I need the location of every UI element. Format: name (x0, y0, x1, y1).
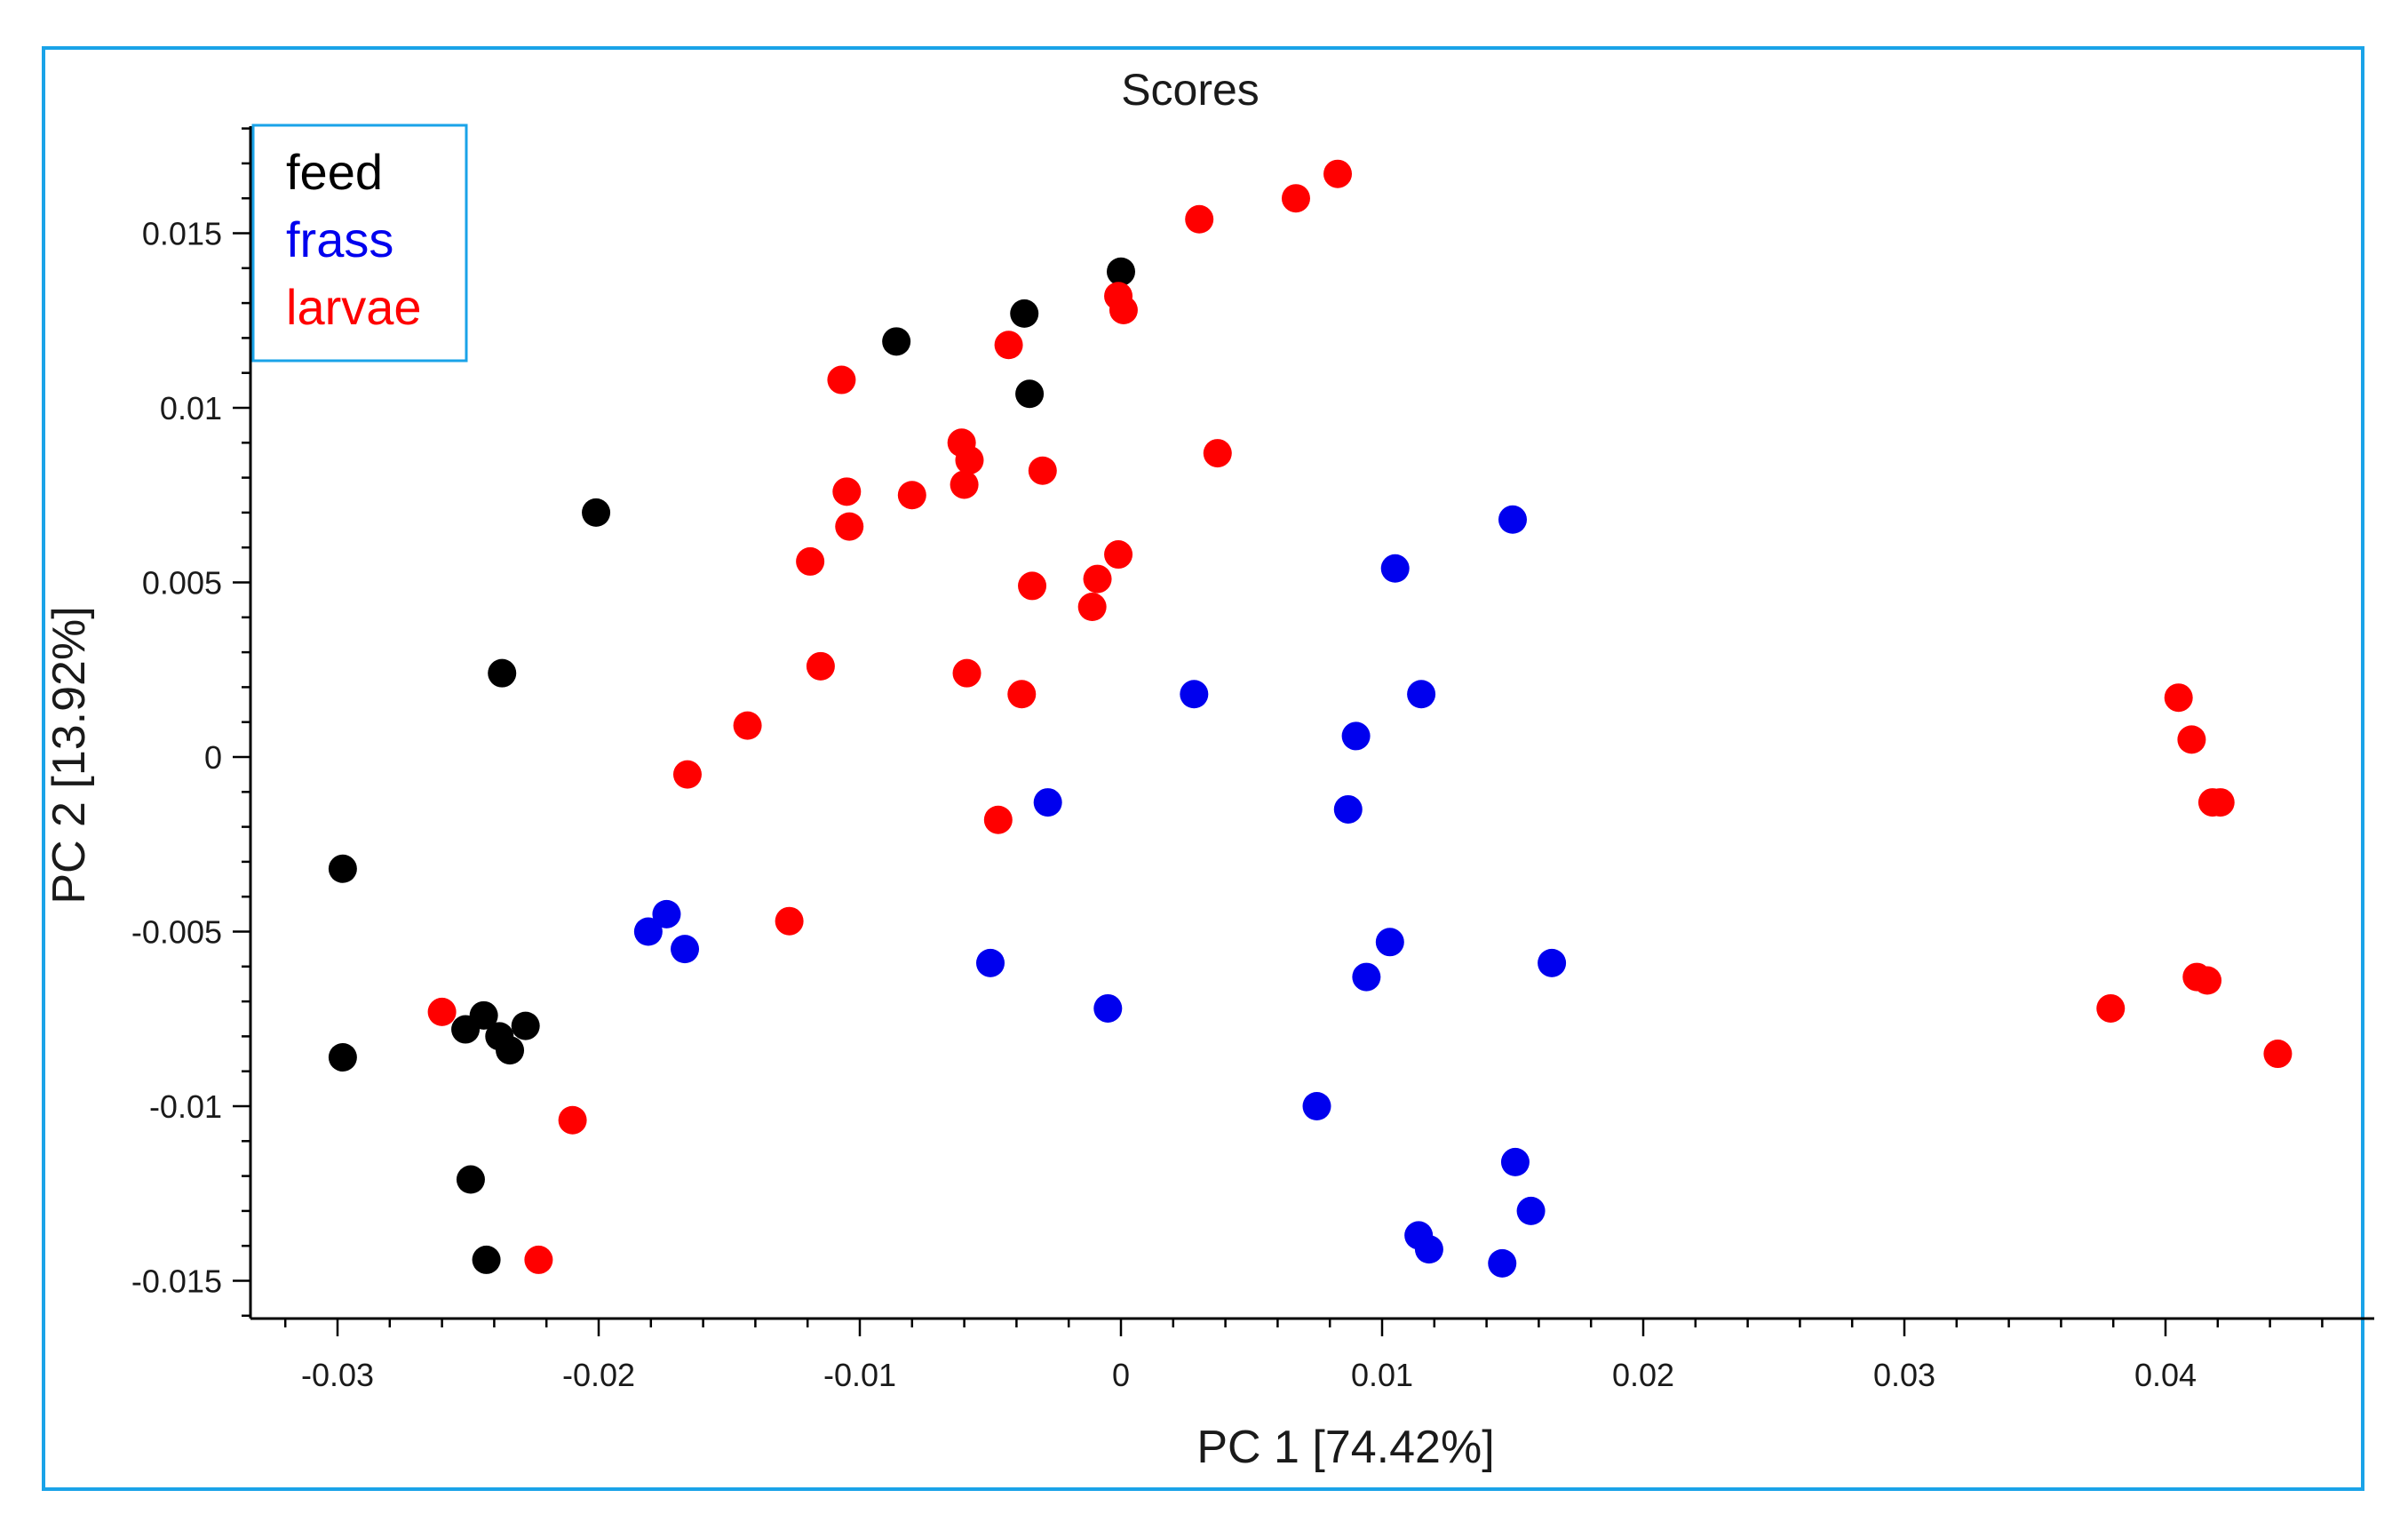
series-larvae (427, 159, 2293, 1274)
point-larvae (796, 546, 825, 576)
point-larvae (832, 477, 862, 506)
point-frass (652, 899, 681, 928)
point-feed (328, 1042, 357, 1072)
point-larvae (2193, 966, 2222, 995)
y-tick-label: -0.01 (149, 1088, 222, 1125)
y-tick-label: -0.005 (131, 914, 222, 951)
point-frass (1341, 721, 1371, 751)
point-larvae (2205, 788, 2235, 817)
x-tick-label: 0.01 (1351, 1357, 1413, 1393)
legend-entry-frass: frass (286, 211, 393, 267)
chart-title: Scores (1121, 65, 1260, 115)
point-frass (1302, 1092, 1331, 1120)
y-tick-label: 0.015 (142, 216, 222, 252)
point-frass (1180, 680, 1209, 709)
point-larvae (1185, 204, 1214, 234)
point-feed (469, 1000, 498, 1030)
point-frass (1516, 1196, 1546, 1225)
point-feed (488, 658, 517, 688)
point-frass (1352, 962, 1381, 992)
point-frass (1538, 948, 1567, 977)
point-feed (472, 1245, 501, 1274)
point-larvae (994, 331, 1023, 360)
point-frass (1380, 554, 1410, 583)
point-frass (633, 917, 663, 946)
point-feed (511, 1011, 540, 1040)
data-points (328, 159, 2293, 1278)
point-larvae (1109, 295, 1138, 324)
point-frass (1333, 794, 1363, 824)
point-larvae (427, 997, 457, 1026)
point-frass (1375, 928, 1404, 957)
point-feed (1107, 257, 1135, 286)
point-larvae (558, 1105, 587, 1135)
series-feed (328, 257, 1135, 1274)
point-larvae (897, 481, 926, 510)
point-larvae (1007, 680, 1037, 709)
point-frass (976, 948, 1005, 977)
point-feed (1010, 299, 1039, 328)
x-tick-label: 0.04 (2134, 1357, 2197, 1393)
x-tick-label: 0.03 (1873, 1357, 1935, 1393)
point-larvae (2096, 993, 2126, 1023)
point-frass (1033, 788, 1062, 817)
point-larvae (952, 658, 981, 688)
y-tick-label: 0.005 (142, 565, 222, 602)
legend-box (251, 124, 468, 363)
point-feed (456, 1165, 485, 1194)
point-feed (328, 854, 357, 883)
x-tick-label: 0.02 (1612, 1357, 1674, 1393)
point-larvae (1323, 159, 1353, 188)
point-frass (1093, 993, 1123, 1023)
point-larvae (1028, 456, 1057, 485)
point-larvae (2164, 683, 2193, 713)
point-larvae (2263, 1040, 2293, 1069)
point-feed (882, 327, 911, 356)
point-larvae (1018, 571, 1047, 601)
point-larvae (806, 651, 835, 681)
point-larvae (1281, 184, 1310, 213)
point-frass (671, 935, 700, 964)
point-larvae (827, 365, 856, 394)
legend-entry-larvae: larvae (286, 279, 422, 335)
point-larvae (950, 470, 979, 499)
point-frass (1488, 1248, 1517, 1278)
point-larvae (1203, 439, 1232, 468)
point-larvae (775, 906, 804, 936)
point-larvae (835, 512, 864, 541)
point-frass (1407, 680, 1436, 709)
point-larvae (1077, 593, 1107, 622)
x-tick-label: -0.02 (562, 1357, 635, 1393)
point-larvae (672, 760, 702, 789)
point-feed (582, 498, 611, 527)
point-feed (1015, 379, 1045, 409)
x-tick-label: 0 (1112, 1357, 1130, 1393)
point-frass (1500, 1147, 1530, 1176)
legend-entry-feed: feed (286, 144, 383, 200)
point-larvae (733, 711, 762, 740)
point-larvae (983, 805, 1013, 834)
y-axis-label: PC 2 [13.92%] (44, 606, 95, 904)
y-tick-label: 0 (204, 739, 222, 776)
x-axis-label: PC 1 [74.42%] (1196, 1422, 1494, 1473)
point-larvae (1083, 564, 1112, 594)
y-tick-label: 0.01 (160, 390, 222, 426)
legend: feed frass larvae (251, 124, 468, 363)
point-frass (1498, 505, 1527, 534)
point-larvae (1104, 540, 1133, 570)
point-larvae (955, 445, 984, 474)
y-tick-label: -0.015 (131, 1263, 222, 1300)
x-tick-label: -0.03 (301, 1357, 374, 1393)
series-frass (633, 505, 1567, 1278)
ticks: -0.03 -0.02 -0.01 0 0.01 0.02 0.03 0.04 0.015 0.0… (131, 127, 2324, 1393)
point-larvae (2177, 725, 2206, 754)
x-tick-label: -0.01 (823, 1357, 896, 1393)
point-larvae (524, 1245, 553, 1274)
point-frass (1414, 1235, 1443, 1264)
point-feed (496, 1036, 525, 1065)
